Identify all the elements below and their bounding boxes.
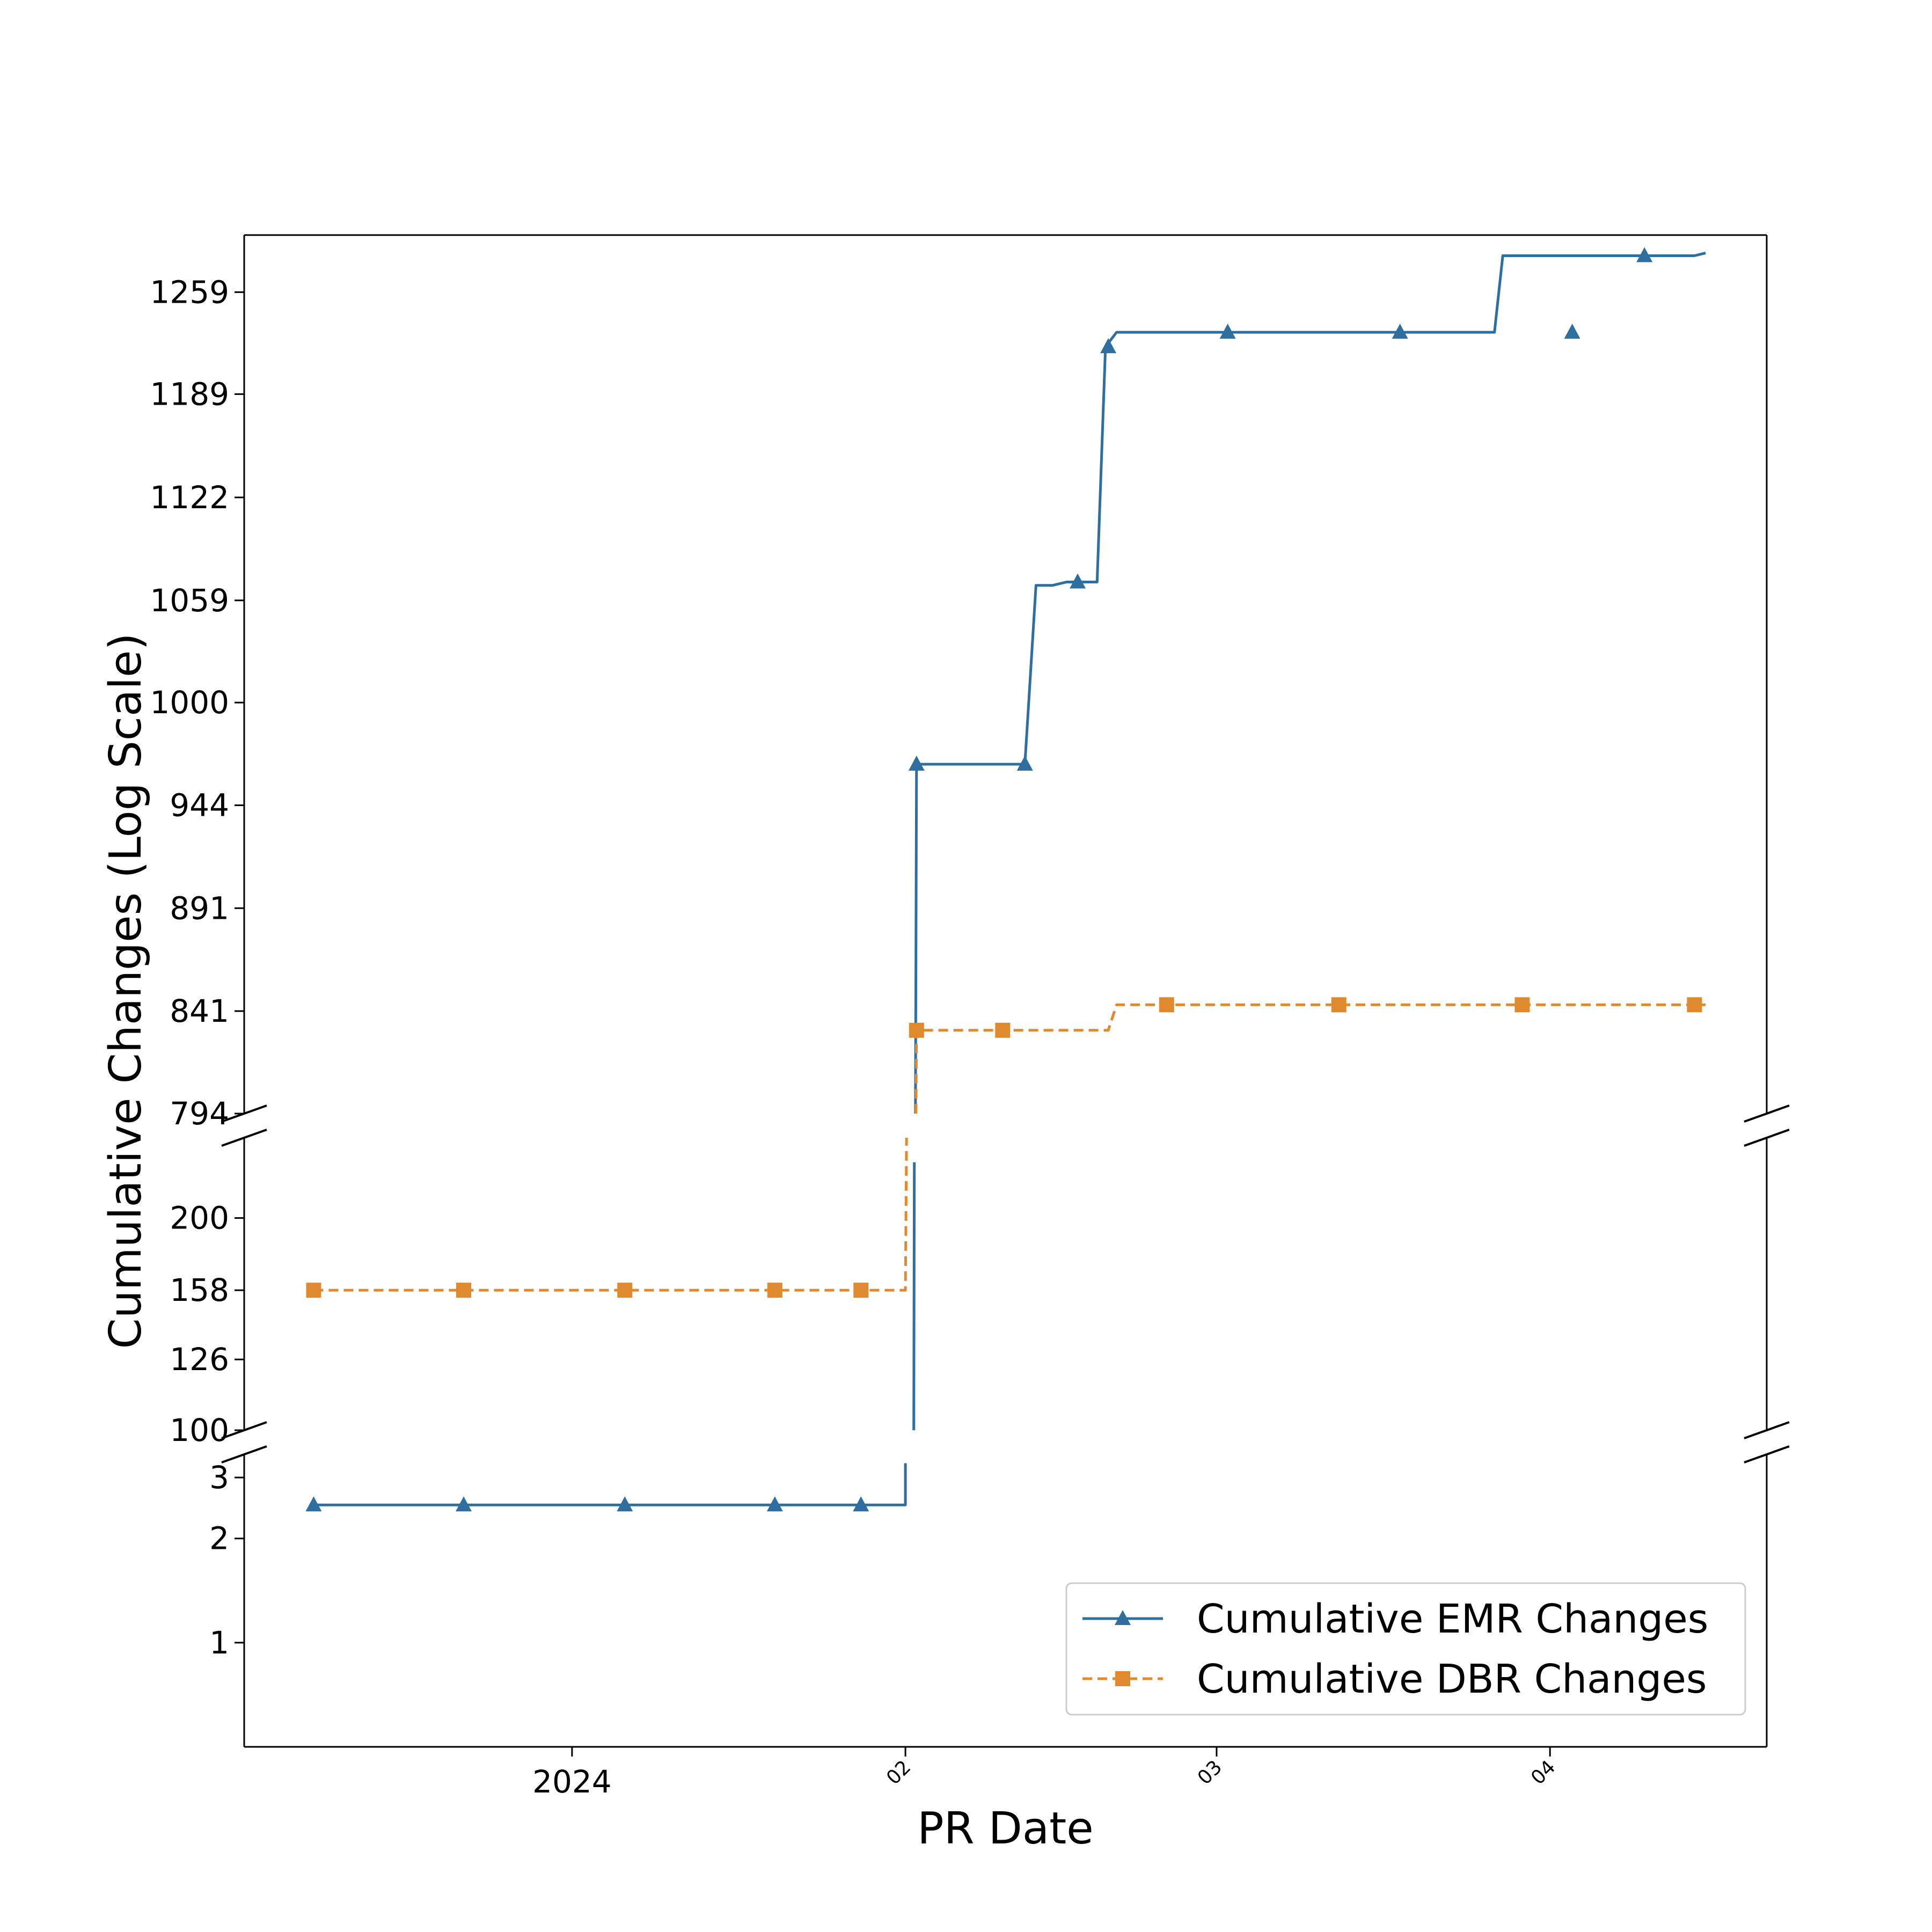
emr-marker <box>1219 324 1236 339</box>
emr-marker <box>1016 755 1033 771</box>
y-tick-label: 1259 <box>150 274 229 310</box>
emr-marker <box>305 1496 322 1512</box>
dbr-marker <box>995 1022 1011 1038</box>
y-tick-label: 1 <box>209 1624 229 1661</box>
emr-marker <box>1636 247 1653 262</box>
y-tick-label: 200 <box>170 1200 229 1236</box>
axis-break-mark <box>221 1129 267 1147</box>
y-tick-label: 841 <box>170 993 229 1029</box>
emr-marker <box>455 1496 472 1512</box>
emr-marker <box>766 1496 783 1512</box>
legend-marker-emr <box>1115 1610 1131 1625</box>
dbr-marker <box>1159 997 1174 1013</box>
legend-label-emr[interactable]: Cumulative EMR Changes <box>1197 1596 1708 1642</box>
y-tick-label: 126 <box>170 1341 229 1378</box>
dbr-marker <box>1514 997 1530 1013</box>
y-tick-label: 158 <box>170 1272 229 1308</box>
emr-marker <box>853 1496 869 1512</box>
dbr-marker <box>853 1283 869 1298</box>
axis-break-mark <box>221 1104 267 1123</box>
y-tick-label: 100 <box>170 1412 229 1448</box>
x-tick-label: 2024 <box>532 1763 612 1800</box>
series-group <box>305 247 1706 1512</box>
y-tick-label: 1000 <box>150 684 229 721</box>
dbr-marker <box>617 1283 633 1298</box>
axis-break-mark <box>221 1421 267 1439</box>
dbr-marker <box>306 1283 321 1298</box>
y-tick-label: 794 <box>170 1095 229 1132</box>
axis-break-mark <box>221 1445 267 1463</box>
legend[interactable]: Cumulative EMR Changes Cumulative DBR Cha… <box>1065 1582 1746 1716</box>
axis-breaks <box>221 1104 1790 1463</box>
dbr-marker <box>1331 997 1346 1013</box>
x-axis-title: PR Date <box>917 1803 1093 1854</box>
dbr-series-line <box>313 1137 908 1292</box>
y-tick-label: 891 <box>170 890 229 926</box>
axes: 794 841 891 944 1000 1059 1122 1189 1259 100 126 15… <box>150 234 1768 1800</box>
axis-break-mark <box>1744 1421 1790 1439</box>
emr-marker <box>1100 338 1117 354</box>
axis-break-mark <box>1744 1104 1790 1123</box>
y-tick-label: 2 <box>209 1520 229 1557</box>
emr-series-line <box>313 1463 907 1506</box>
y-tick-label: 1122 <box>150 479 229 516</box>
legend-box <box>1065 1582 1746 1716</box>
y-tick-label: 3 <box>209 1459 229 1496</box>
dbr-series-line <box>914 1003 1706 1114</box>
legend-marker-dbr <box>1115 1671 1130 1686</box>
axis-break-mark <box>1744 1129 1790 1147</box>
y-axis-title: Cumulative Changes (Log Scale) <box>100 633 151 1349</box>
y-tick-label: 944 <box>170 787 229 823</box>
dbr-marker <box>767 1283 782 1298</box>
emr-marker <box>1564 324 1580 339</box>
axis-break-mark <box>1744 1445 1790 1463</box>
emr-marker <box>1070 573 1086 589</box>
emr-marker <box>617 1496 633 1512</box>
dbr-marker <box>1687 997 1702 1013</box>
y-tick-label: 1189 <box>150 376 229 412</box>
dbr-marker <box>909 1022 924 1038</box>
emr-marker <box>908 755 925 771</box>
y-tick-label: 1059 <box>150 582 229 619</box>
dbr-marker <box>456 1283 471 1298</box>
legend-label-dbr[interactable]: Cumulative DBR Changes <box>1197 1656 1707 1702</box>
emr-marker <box>1392 324 1408 339</box>
